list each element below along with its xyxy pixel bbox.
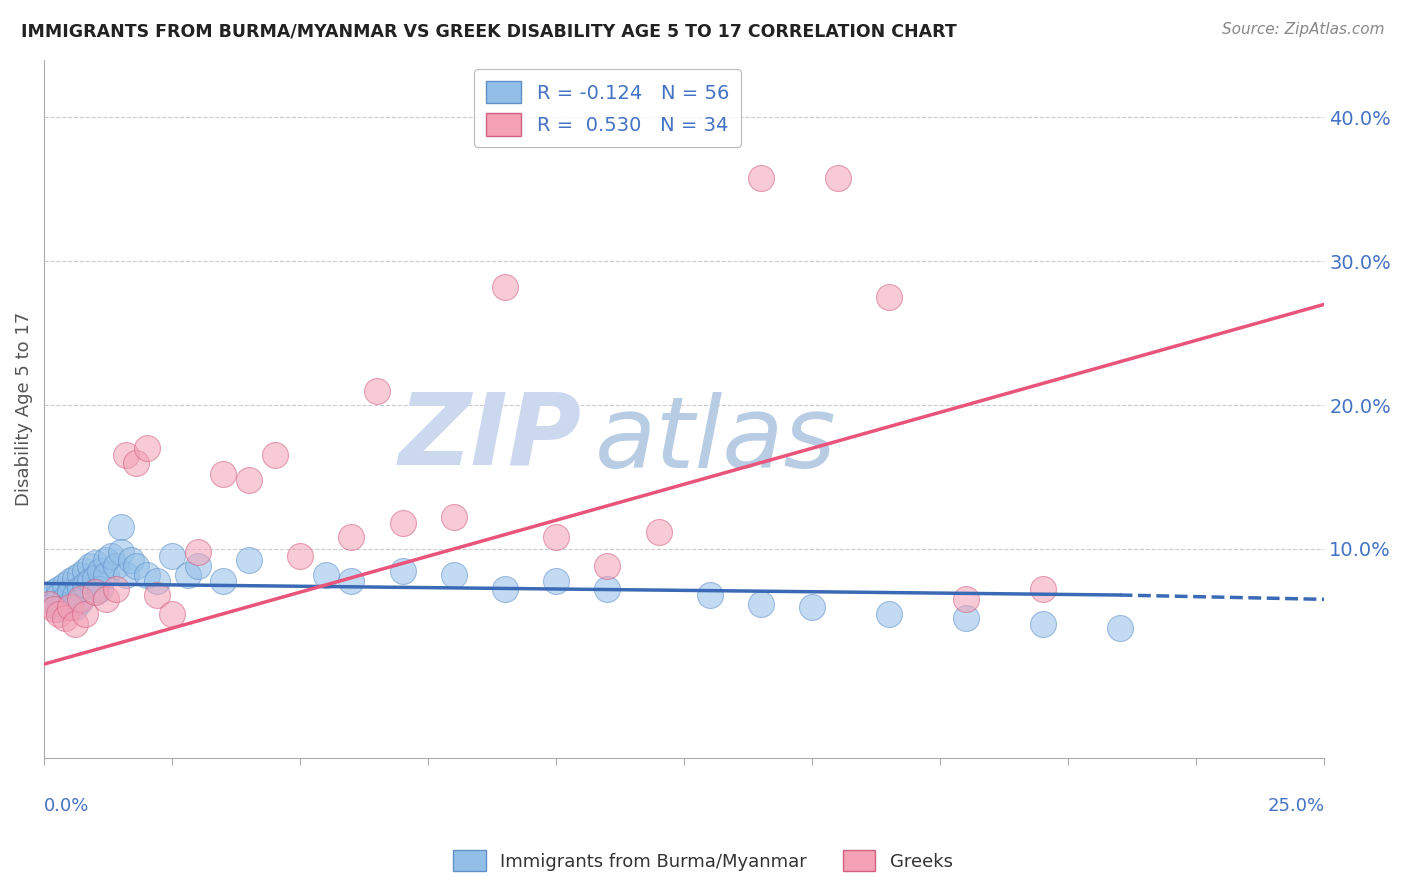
Point [89,564,111,578]
Point [238,473,260,487]
Point [391,516,413,530]
Point [84,557,107,571]
Point [1032,582,1054,597]
Legend: R = -0.124   N = 56, R =  0.530   N = 34: R = -0.124 N = 56, R = 0.530 N = 34 [474,70,741,147]
Point [75,578,97,592]
Point [94,567,117,582]
Text: Source: ZipAtlas.com: Source: ZipAtlas.com [1222,22,1385,37]
Point [44,602,66,616]
Point [48,588,70,602]
Point [494,582,516,597]
Point [212,574,235,588]
Point [59,597,82,611]
Point [48,602,70,616]
Point [125,456,148,470]
Point [391,564,413,578]
Point [53,578,76,592]
Point [120,553,142,567]
Legend: Immigrants from Burma/Myanmar, Greeks: Immigrants from Burma/Myanmar, Greeks [446,843,960,879]
Point [100,549,122,564]
Text: IMMIGRANTS FROM BURMA/MYANMAR VS GREEK DISABILITY AGE 5 TO 17 CORRELATION CHART: IMMIGRANTS FROM BURMA/MYANMAR VS GREEK D… [21,22,957,40]
Text: ZIP: ZIP [399,388,582,485]
Point [89,582,111,597]
Point [647,524,669,539]
Point [59,574,82,588]
Point [160,607,183,621]
Point [801,599,824,614]
Point [1032,616,1054,631]
Point [63,599,86,614]
Point [69,567,91,582]
Point [315,567,337,582]
Point [75,564,97,578]
Point [94,592,117,607]
Point [63,616,86,631]
Point [749,597,772,611]
Point [340,574,363,588]
Point [176,567,198,582]
Point [288,549,311,564]
Point [115,449,138,463]
Point [877,607,900,621]
Point [146,574,169,588]
Point [44,597,66,611]
Point [699,588,721,602]
Point [187,545,209,559]
Text: atlas: atlas [595,392,837,489]
Point [125,559,148,574]
Point [63,588,86,602]
Point [79,559,101,574]
Text: 0.0%: 0.0% [44,797,90,814]
Point [263,449,285,463]
Point [366,384,388,398]
Point [596,582,619,597]
Point [104,559,127,574]
Y-axis label: Disability Age 5 to 17: Disability Age 5 to 17 [15,311,32,506]
Point [69,582,91,597]
Point [75,607,97,621]
Point [48,582,70,597]
Point [827,170,849,185]
Point [146,588,169,602]
Point [53,611,76,625]
Point [955,611,977,625]
Point [212,467,235,482]
Point [115,567,138,582]
Point [38,592,60,607]
Point [59,585,82,599]
Point [38,597,60,611]
Point [596,559,619,574]
Point [546,574,568,588]
Point [48,607,70,621]
Point [79,574,101,588]
Point [187,559,209,574]
Point [94,553,117,567]
Point [749,170,772,185]
Point [84,585,107,599]
Text: 25.0%: 25.0% [1267,797,1324,814]
Point [546,531,568,545]
Point [238,553,260,567]
Point [494,280,516,294]
Point [160,549,183,564]
Point [84,571,107,585]
Point [955,592,977,607]
Point [1108,621,1130,635]
Point [110,545,132,559]
Point [84,585,107,599]
Point [135,567,157,582]
Point [69,592,91,607]
Point [443,567,465,582]
Point [877,290,900,304]
Point [340,531,363,545]
Point [44,585,66,599]
Point [104,582,127,597]
Point [53,592,76,607]
Point [59,599,82,614]
Point [135,441,157,455]
Point [110,520,132,534]
Point [63,571,86,585]
Point [69,594,91,608]
Point [443,510,465,524]
